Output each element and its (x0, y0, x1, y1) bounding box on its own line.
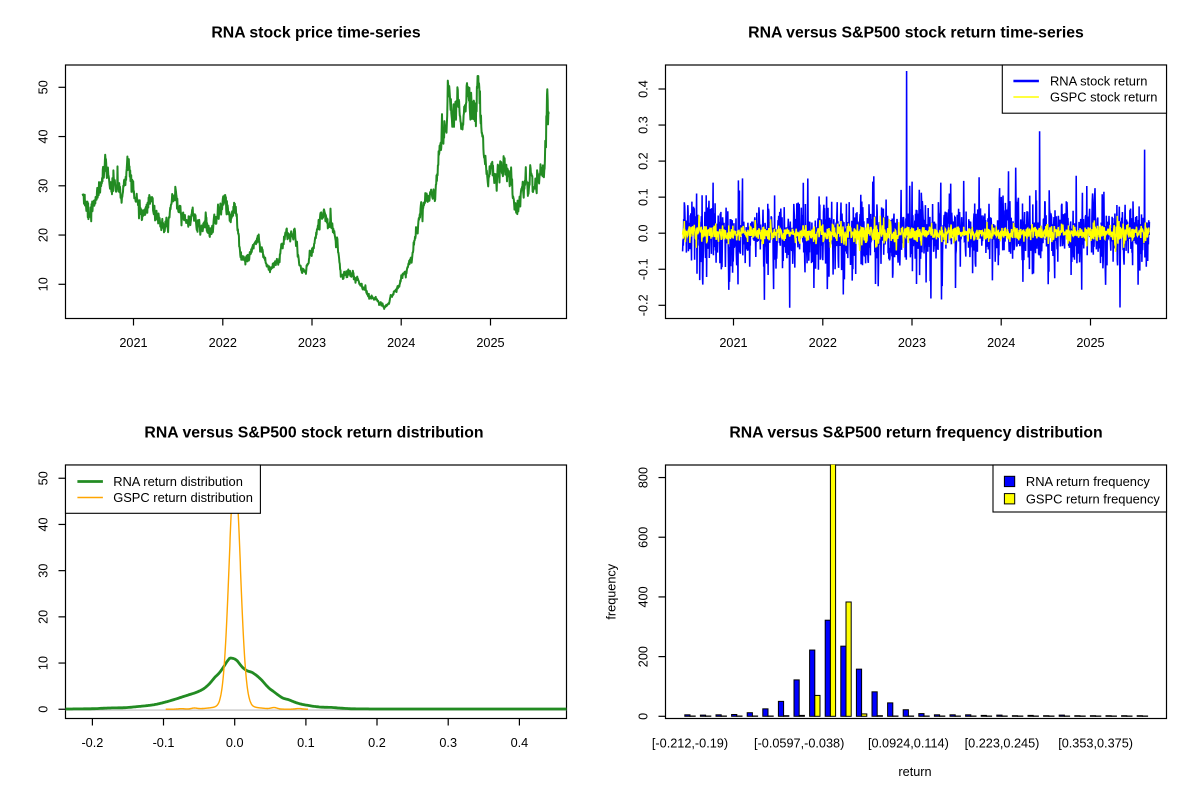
svg-text:20: 20 (37, 228, 51, 242)
svg-text:200: 200 (637, 646, 651, 667)
svg-text:2022: 2022 (809, 336, 837, 350)
svg-text:2024: 2024 (387, 336, 415, 350)
svg-text:0.0: 0.0 (226, 736, 244, 750)
svg-text:2025: 2025 (1076, 336, 1104, 350)
svg-text:frequency: frequency (605, 563, 619, 619)
svg-text:0.2: 0.2 (368, 736, 386, 750)
svg-text:30: 30 (37, 564, 51, 578)
svg-text:40: 40 (37, 129, 51, 143)
svg-text:20: 20 (37, 610, 51, 624)
svg-text:return: return (898, 765, 931, 779)
svg-text:40: 40 (37, 517, 51, 531)
svg-text:0.3: 0.3 (439, 736, 457, 750)
svg-text:0.2: 0.2 (637, 152, 651, 170)
svg-text:0: 0 (37, 706, 51, 713)
svg-text:GSPC stock return: GSPC stock return (1050, 90, 1157, 105)
svg-text:50: 50 (37, 471, 51, 485)
svg-text:[-0.0597,-0.038): [-0.0597,-0.038) (754, 737, 844, 751)
svg-text:0.0: 0.0 (637, 224, 651, 242)
svg-text:2021: 2021 (119, 336, 147, 350)
svg-text:0.3: 0.3 (637, 116, 651, 134)
svg-text:2023: 2023 (298, 336, 326, 350)
svg-text:0.1: 0.1 (297, 736, 315, 750)
svg-text:50: 50 (37, 80, 51, 94)
svg-text:400: 400 (637, 586, 651, 607)
svg-text:0.1: 0.1 (637, 188, 651, 206)
svg-text:-0.1: -0.1 (637, 258, 651, 280)
svg-text:RNA return distribution: RNA return distribution (113, 474, 243, 489)
svg-text:RNA versus S&P500 stock return: RNA versus S&P500 stock return distribut… (144, 425, 483, 442)
svg-text:2025: 2025 (476, 336, 504, 350)
svg-text:[0.353,0.375): [0.353,0.375) (1058, 737, 1133, 751)
svg-text:10: 10 (37, 277, 51, 291)
svg-text:GSPC return frequency: GSPC return frequency (1026, 491, 1161, 506)
svg-text:800: 800 (637, 467, 651, 488)
svg-text:0: 0 (637, 713, 651, 720)
svg-text:RNA stock price time-series: RNA stock price time-series (211, 25, 420, 42)
svg-text:RNA versus S&P500 stock return: RNA versus S&P500 stock return time-seri… (748, 25, 1084, 42)
svg-text:[-0.212,-0.19): [-0.212,-0.19) (652, 737, 728, 751)
svg-text:[0.223,0.245): [0.223,0.245) (965, 737, 1040, 751)
svg-text:600: 600 (637, 527, 651, 548)
svg-text:2022: 2022 (209, 336, 237, 350)
svg-text:2021: 2021 (719, 336, 747, 350)
svg-text:2024: 2024 (987, 336, 1015, 350)
svg-text:10: 10 (37, 656, 51, 670)
svg-text:RNA stock return: RNA stock return (1050, 74, 1147, 89)
svg-text:30: 30 (37, 179, 51, 193)
svg-text:RNA return frequency: RNA return frequency (1026, 474, 1151, 489)
svg-text:-0.1: -0.1 (153, 736, 175, 750)
svg-text:2023: 2023 (898, 336, 926, 350)
svg-text:GSPC return distribution: GSPC return distribution (113, 490, 253, 505)
svg-text:-0.2: -0.2 (81, 736, 103, 750)
svg-text:[0.0924,0.114): [0.0924,0.114) (868, 737, 949, 751)
svg-text:0.4: 0.4 (511, 736, 529, 750)
svg-text:-0.2: -0.2 (637, 294, 651, 316)
svg-text:RNA versus S&P500 return frequ: RNA versus S&P500 return frequency distr… (729, 425, 1102, 442)
svg-text:0.4: 0.4 (637, 80, 651, 98)
